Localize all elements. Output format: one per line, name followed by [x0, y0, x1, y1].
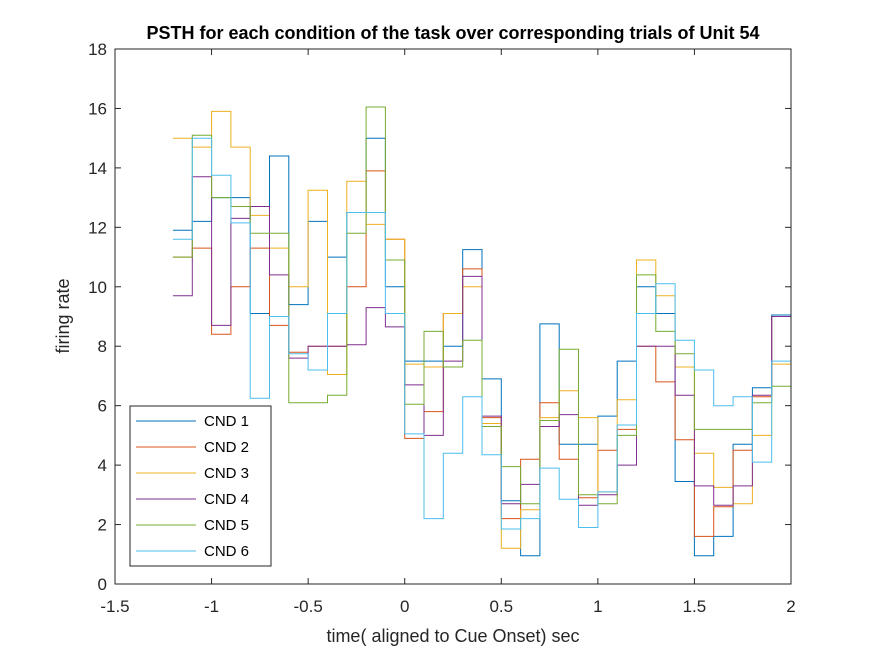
- y-tick-label: 4: [98, 456, 107, 475]
- legend-label: CND 5: [204, 517, 249, 534]
- x-tick-label: -1.5: [100, 597, 129, 616]
- y-axis: 0 2 4 6 8 10 12 14 16 18: [88, 40, 791, 594]
- legend-label: CND 1: [204, 413, 249, 430]
- y-tick-label: 18: [88, 40, 107, 59]
- chart-title: PSTH for each condition of the task over…: [146, 23, 759, 43]
- x-tick-label: -1: [204, 597, 219, 616]
- x-tick-label: 1: [593, 597, 602, 616]
- legend: CND 1 CND 2 CND 3 CND 4 CND 5 CND 6: [129, 405, 272, 567]
- y-tick-label: 10: [88, 278, 107, 297]
- y-axis-label: firing rate: [53, 278, 73, 353]
- y-tick-label: 6: [98, 397, 107, 416]
- x-axis-label: time( aligned to Cue Onset) sec: [326, 626, 579, 646]
- y-tick-label: 8: [98, 337, 107, 356]
- y-tick-label: 0: [98, 575, 107, 594]
- x-tick-label: 1.5: [683, 597, 707, 616]
- legend-label: CND 2: [204, 439, 249, 456]
- y-tick-label: 14: [88, 159, 107, 178]
- y-tick-label: 2: [98, 516, 107, 535]
- y-tick-label: 16: [88, 99, 107, 118]
- x-tick-label: 0.5: [489, 597, 513, 616]
- legend-box: [129, 405, 272, 567]
- y-tick-label: 12: [88, 218, 107, 237]
- series-line-6: [172, 137, 791, 530]
- legend-label: CND 6: [204, 543, 249, 560]
- x-tick-label: -0.5: [293, 597, 322, 616]
- x-tick-label: 2: [786, 597, 795, 616]
- legend-label: CND 3: [204, 465, 249, 482]
- series-layer: [172, 106, 791, 557]
- legend-label: CND 4: [204, 491, 249, 508]
- x-tick-label: 0: [400, 597, 409, 616]
- x-axis: -1.5 -1 -0.5 0 0.5 1 1.5 2: [100, 49, 796, 616]
- plot-area-border: [114, 48, 792, 585]
